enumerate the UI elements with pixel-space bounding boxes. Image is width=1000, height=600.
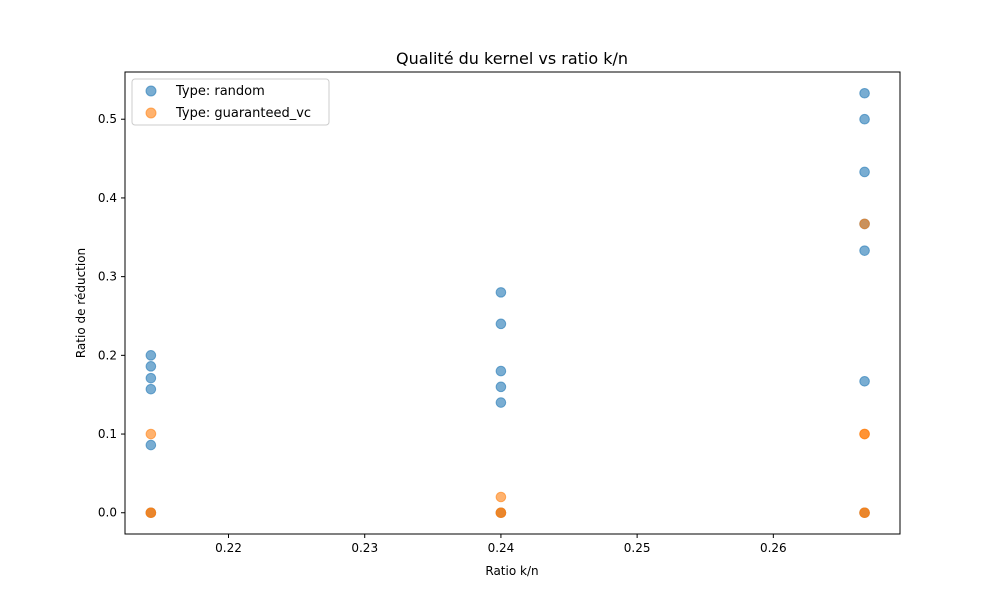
- data-point: [495, 318, 507, 330]
- data-point: [859, 87, 870, 99]
- x-tick-label: 0.22: [215, 541, 242, 555]
- legend-marker-random: [145, 85, 157, 97]
- x-tick-label: 0.26: [760, 541, 787, 555]
- legend: Type: random Type: guaranteed_vc: [131, 78, 330, 126]
- plot-area: [124, 71, 901, 535]
- x-tick-label: 0.25: [624, 541, 651, 555]
- data-point: [145, 428, 157, 440]
- legend-box: [131, 78, 330, 126]
- y-axis-ticks: 0.0 0.1 0.2 0.3 0.4 0.5: [98, 112, 125, 520]
- chart-title: Qualité du kernel vs ratio k/n: [396, 49, 628, 68]
- y-tick-label: 0.5: [98, 112, 117, 126]
- data-point: [145, 383, 157, 395]
- data-point: [859, 166, 870, 178]
- data-point: [859, 113, 870, 125]
- data-point: [859, 376, 870, 387]
- legend-label-random: Type: random: [175, 84, 265, 99]
- data-point: [859, 428, 870, 440]
- data-point: [859, 507, 870, 519]
- series-random: [145, 87, 870, 519]
- data-point: [495, 287, 507, 298]
- x-tick-label: 0.23: [351, 541, 378, 555]
- y-tick-label: 0.3: [98, 270, 117, 284]
- data-point: [495, 507, 507, 519]
- data-point: [859, 245, 870, 256]
- data-point: [145, 439, 157, 451]
- data-point: [495, 491, 507, 503]
- data-point: [859, 218, 870, 230]
- data-point: [495, 365, 507, 377]
- series-guaranteed-vc: [145, 218, 870, 519]
- data-point: [495, 397, 507, 408]
- x-tick-label: 0.24: [488, 541, 515, 555]
- points-layer: [145, 87, 870, 519]
- legend-marker-guaranteed-vc: [145, 107, 157, 119]
- x-axis-ticks: 0.22 0.23 0.24 0.25 0.26: [215, 534, 787, 555]
- y-axis-label: Ratio de réduction: [74, 248, 88, 358]
- data-point: [145, 507, 157, 519]
- y-tick-label: 0.4: [98, 191, 117, 205]
- data-point: [495, 381, 507, 393]
- x-axis-label: Ratio k/n: [485, 564, 538, 578]
- y-tick-label: 0.0: [98, 506, 117, 520]
- legend-label-guaranteed-vc: Type: guaranteed_vc: [175, 106, 311, 121]
- y-tick-label: 0.1: [98, 427, 117, 441]
- y-tick-label: 0.2: [98, 348, 117, 362]
- data-point: [145, 350, 157, 361]
- data-point: [145, 361, 157, 372]
- data-point: [145, 372, 157, 384]
